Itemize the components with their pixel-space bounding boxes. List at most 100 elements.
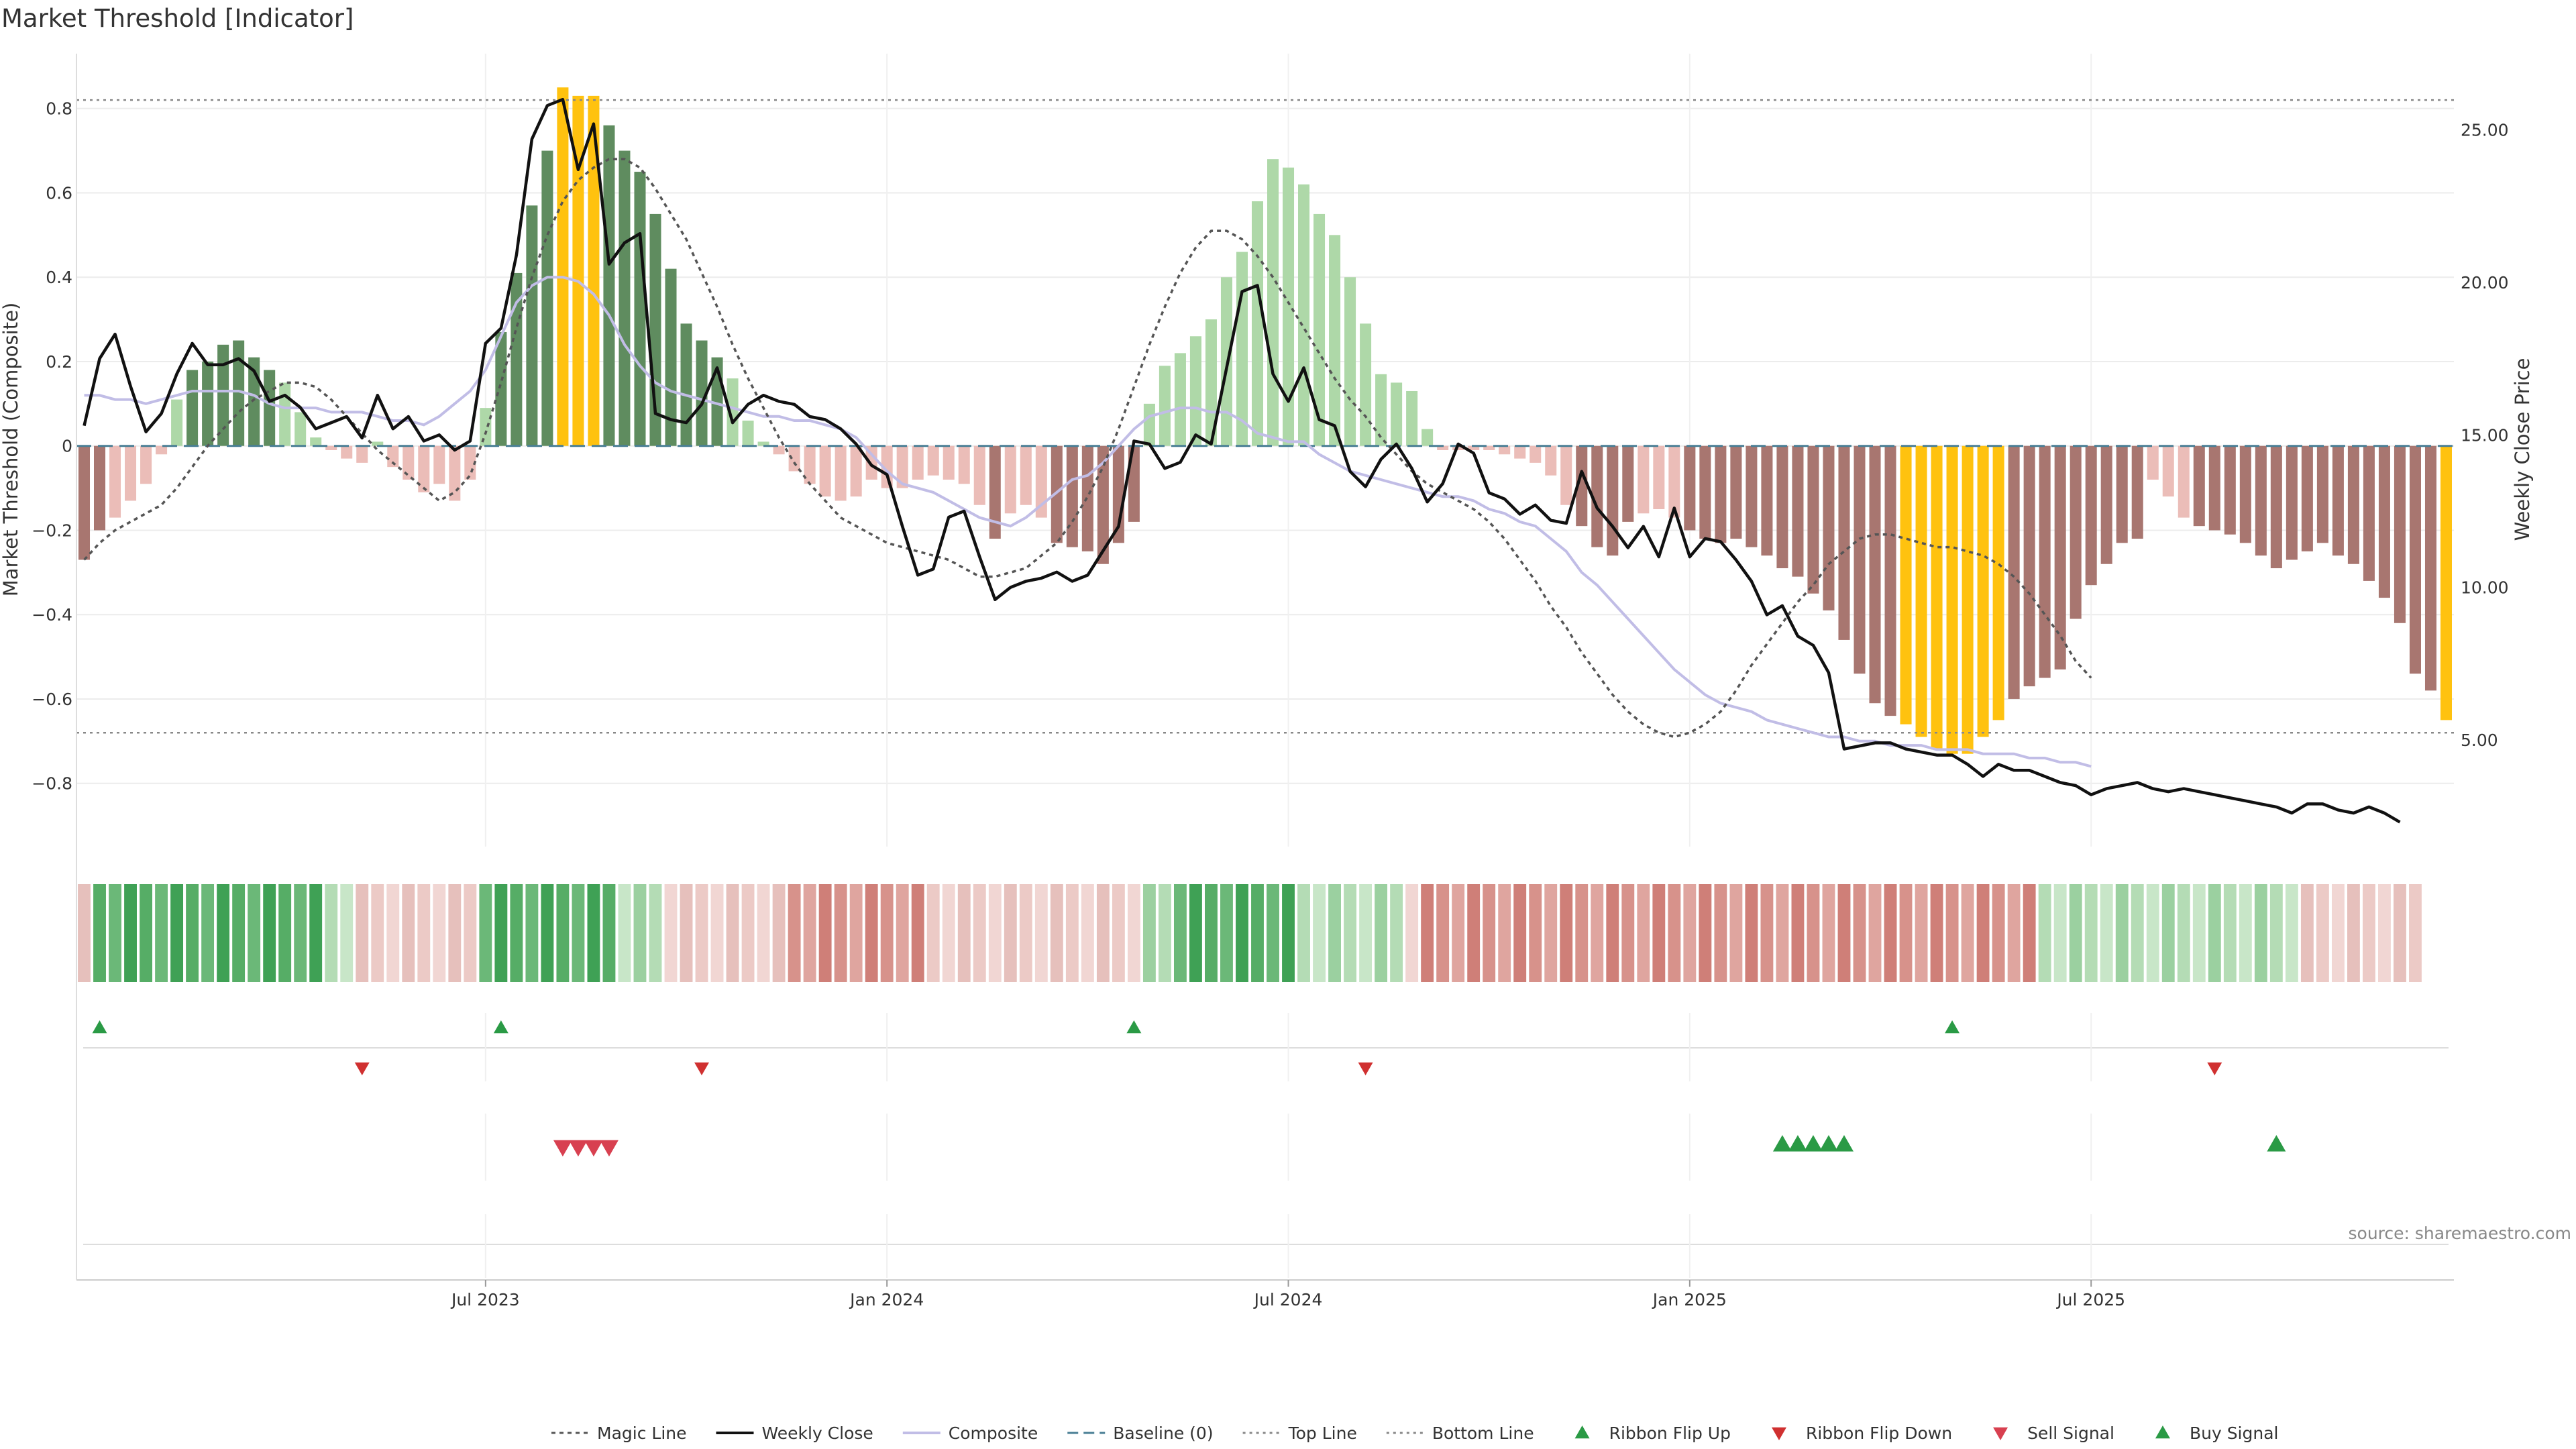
y-tick-label-left: −0.4 [32, 605, 72, 625]
composite-bar [325, 445, 337, 450]
legend-swatch [1574, 1426, 1590, 1439]
composite-bar [1066, 445, 1078, 547]
composite-bar [140, 445, 152, 484]
ribbon-cell [633, 884, 647, 982]
composite-bar [1097, 445, 1109, 564]
y-tick-label-right: 5.00 [2461, 731, 2498, 750]
ribbon-flip-up-marker [1945, 1020, 1960, 1034]
ribbon-cell [834, 884, 847, 982]
ribbon-cell [1189, 884, 1202, 982]
y-tick-label-right: 10.00 [2461, 578, 2509, 598]
composite-bar [1499, 445, 1511, 455]
composite-bar [2178, 445, 2190, 518]
composite-bar [1900, 445, 1912, 724]
legend-swatch [1771, 1427, 1786, 1440]
x-axis: Jul 2023 Jan 2024 Jul 2024 Jan 2025 Jul 2025 [76, 54, 2454, 1309]
buy-signal-marker [1834, 1135, 1854, 1152]
ribbon-cell [1837, 884, 1851, 982]
ribbon-cell [757, 884, 770, 982]
ribbon-cell [896, 884, 909, 982]
ribbon-cell [1359, 884, 1373, 982]
ribbon-cell [2409, 884, 2422, 982]
ribbon-cell [1034, 884, 1048, 982]
composite-bar [2131, 445, 2143, 539]
composite-bar [1869, 445, 1881, 704]
composite-bar [1313, 213, 1326, 446]
composite-bar [541, 150, 553, 446]
ribbon-cell [1282, 884, 1295, 982]
ribbon-cell [865, 884, 878, 982]
ribbon-cell [2192, 884, 2206, 982]
ribbon-cell [1050, 884, 1063, 982]
composite-bar [526, 205, 538, 446]
composite-bar [1298, 184, 1310, 446]
ribbon-cell [1945, 884, 1959, 982]
legend-label: Ribbon Flip Down [1806, 1424, 1952, 1443]
ribbon-cell [2347, 884, 2360, 982]
ribbon-cell [217, 884, 230, 982]
ribbon-cell [1173, 884, 1187, 982]
composite-bar [2363, 445, 2375, 581]
ribbon-cell [1544, 884, 1558, 982]
ribbon-cell [726, 884, 739, 982]
composite-bar [2301, 445, 2313, 551]
ribbon-cell [170, 884, 184, 982]
ribbon-flip-up-marker [493, 1020, 508, 1034]
y-axis-right-label: Weekly Close Price [2511, 358, 2534, 541]
composite-bar [819, 445, 831, 497]
ribbon-cell [2362, 884, 2375, 982]
ribbon-cell [340, 884, 354, 982]
ribbon-cell [525, 884, 539, 982]
x-tick-label: Jul 2024 [1253, 1290, 1323, 1309]
composite-bar [1283, 167, 1295, 446]
ribbon-cell [1421, 884, 1434, 982]
composite-bar [1807, 445, 1819, 594]
composite-bar [850, 445, 862, 497]
composite-bar [588, 95, 600, 446]
composite-bar [1267, 159, 1279, 446]
ribbon-cell [263, 884, 276, 982]
ribbon-cell [2146, 884, 2159, 982]
composite-bar [680, 323, 692, 446]
ribbon-cell [1915, 884, 1928, 982]
composite-bar [1792, 445, 1804, 577]
ribbon-cell [186, 884, 199, 982]
composite-bar [433, 445, 445, 484]
composite-bar [310, 437, 322, 446]
composite-bar [480, 408, 492, 446]
composite-bar [881, 445, 893, 488]
ribbon-cell [1405, 884, 1419, 982]
ribbon-cell [556, 884, 570, 982]
ribbon-cell [1621, 884, 1635, 982]
ribbon-cell [1498, 884, 1511, 982]
ribbon-cell [849, 884, 863, 982]
ribbon-cell [294, 884, 307, 982]
ribbon-flip-down-marker [1358, 1062, 1373, 1075]
ribbon-cell [541, 884, 554, 982]
composite-bar [1946, 445, 1958, 754]
buy-signal-marker [1788, 1135, 1807, 1152]
ribbon-cell [572, 884, 585, 982]
composite-bar [402, 445, 415, 480]
composite-bar [1607, 445, 1619, 556]
composite-bar [1391, 382, 1403, 446]
ribbon-flip-down-marker [2207, 1062, 2222, 1075]
ribbon-cell [1313, 884, 1326, 982]
composite-bar [356, 445, 368, 463]
legend-label: Magic Line [597, 1424, 687, 1443]
buy-signal-marker [1772, 1135, 1792, 1152]
ribbon-cell [1575, 884, 1589, 982]
composite-bars [78, 87, 2453, 754]
ribbon-cell [818, 884, 832, 982]
ribbon-cell [1081, 884, 1094, 982]
composite-bar [788, 445, 800, 472]
legend-label: Baseline (0) [1113, 1424, 1213, 1443]
ribbon-cell [417, 884, 431, 982]
ribbon-cell [587, 884, 600, 982]
x-tick-label: Jan 2024 [849, 1290, 924, 1309]
ribbon-cell [124, 884, 137, 982]
composite-bar [1591, 445, 1603, 547]
composite-bar [1529, 445, 1542, 463]
composite-bar [1406, 390, 1418, 446]
